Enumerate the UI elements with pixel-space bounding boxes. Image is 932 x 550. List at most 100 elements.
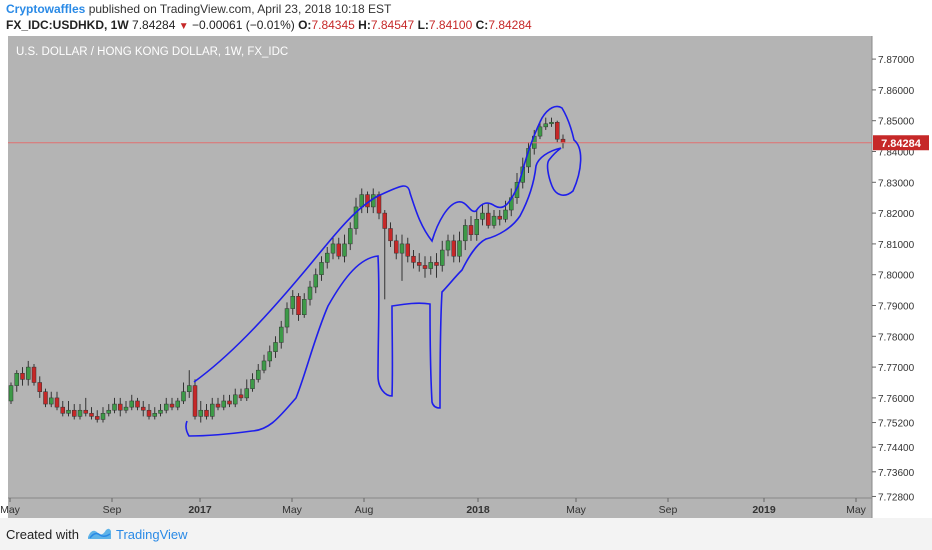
candle[interactable]: [445, 234, 451, 257]
candle[interactable]: [192, 379, 198, 420]
candle[interactable]: [215, 397, 221, 411]
candle[interactable]: [8, 382, 14, 405]
candle[interactable]: [388, 222, 393, 247]
candle[interactable]: [411, 250, 416, 269]
candle[interactable]: [330, 237, 336, 260]
candle[interactable]: [313, 268, 318, 294]
price-axis[interactable]: [872, 36, 932, 518]
candle[interactable]: [267, 345, 272, 368]
candle[interactable]: [181, 382, 186, 405]
high-label: H:: [358, 18, 371, 32]
close-label: C:: [475, 18, 489, 32]
candle[interactable]: [342, 234, 347, 263]
candle[interactable]: [175, 397, 180, 411]
candle[interactable]: [284, 302, 290, 334]
candle[interactable]: [336, 237, 341, 260]
x-tick-label: May: [846, 504, 867, 516]
candle[interactable]: [497, 210, 502, 226]
candle[interactable]: [463, 219, 468, 251]
candle[interactable]: [399, 234, 405, 281]
candle[interactable]: [49, 391, 54, 408]
candle[interactable]: [382, 210, 387, 300]
candle[interactable]: [146, 404, 152, 420]
candle[interactable]: [187, 370, 192, 398]
candle[interactable]: [198, 400, 203, 423]
candle[interactable]: [106, 404, 111, 417]
candle[interactable]: [118, 397, 123, 417]
candle[interactable]: [60, 400, 65, 417]
candle[interactable]: [491, 210, 497, 229]
plot-area[interactable]: [8, 36, 872, 518]
candle[interactable]: [261, 354, 267, 374]
created-with-label: Created with: [6, 527, 79, 542]
candle[interactable]: [66, 400, 71, 417]
candle[interactable]: [238, 388, 244, 401]
candle[interactable]: [319, 256, 324, 281]
candle[interactable]: [468, 216, 474, 241]
candle[interactable]: [20, 367, 25, 386]
candle[interactable]: [457, 231, 462, 263]
candle[interactable]: [100, 407, 106, 423]
candle[interactable]: [89, 407, 94, 420]
candle[interactable]: [164, 397, 169, 414]
candle[interactable]: [129, 394, 134, 411]
candle[interactable]: [123, 400, 129, 414]
x-tick-label: 2017: [188, 504, 212, 516]
candles[interactable]: [8, 117, 566, 423]
candle[interactable]: [422, 256, 428, 278]
candle[interactable]: [394, 234, 399, 260]
candle[interactable]: [486, 203, 491, 229]
candle[interactable]: [169, 397, 175, 411]
candle[interactable]: [279, 320, 284, 349]
candle[interactable]: [72, 404, 77, 420]
candle[interactable]: [54, 391, 60, 411]
candle[interactable]: [440, 240, 445, 272]
candle[interactable]: [233, 388, 238, 408]
candle[interactable]: [221, 394, 226, 411]
candle[interactable]: [112, 397, 117, 414]
candle[interactable]: [405, 237, 410, 263]
candle[interactable]: [14, 370, 19, 392]
candle[interactable]: [26, 360, 31, 386]
candle[interactable]: [302, 293, 307, 318]
candle[interactable]: [307, 280, 313, 306]
candle[interactable]: [417, 253, 422, 272]
candle[interactable]: [434, 253, 439, 278]
candle[interactable]: [227, 394, 232, 408]
candle[interactable]: [555, 120, 560, 143]
candle[interactable]: [290, 290, 295, 315]
candle[interactable]: [152, 407, 157, 420]
candle[interactable]: [141, 400, 146, 417]
candle[interactable]: [428, 256, 433, 275]
candle[interactable]: [256, 364, 261, 383]
candle[interactable]: [480, 203, 485, 226]
candlestick-chart[interactable]: U.S. DOLLAR / HONG KONG DOLLAR, 1W, FX_I…: [0, 36, 932, 518]
tradingview-link[interactable]: TradingView: [116, 527, 188, 542]
candle[interactable]: [204, 404, 209, 420]
candle[interactable]: [353, 197, 359, 235]
candle[interactable]: [250, 373, 255, 392]
candle[interactable]: [549, 117, 554, 127]
candle[interactable]: [503, 200, 508, 223]
candle[interactable]: [325, 246, 330, 269]
candle[interactable]: [31, 364, 37, 386]
candle[interactable]: [244, 379, 249, 401]
footer: Created with TradingView: [0, 518, 932, 550]
candle[interactable]: [543, 117, 548, 130]
candle[interactable]: [210, 397, 215, 420]
candle[interactable]: [474, 210, 479, 241]
candle[interactable]: [43, 388, 48, 408]
candle[interactable]: [135, 397, 140, 411]
candle[interactable]: [158, 404, 163, 417]
author-link[interactable]: Cryptowaffles: [6, 2, 86, 16]
candle[interactable]: [296, 293, 301, 321]
candle[interactable]: [451, 234, 456, 263]
candle[interactable]: [77, 404, 83, 420]
tradingview-logo-icon[interactable]: [86, 525, 112, 541]
candle[interactable]: [95, 410, 100, 423]
candle[interactable]: [83, 397, 88, 417]
candle[interactable]: [273, 336, 278, 358]
candle[interactable]: [348, 222, 353, 251]
hand-drawn-annotation: [185, 105, 582, 437]
candle[interactable]: [37, 376, 42, 398]
